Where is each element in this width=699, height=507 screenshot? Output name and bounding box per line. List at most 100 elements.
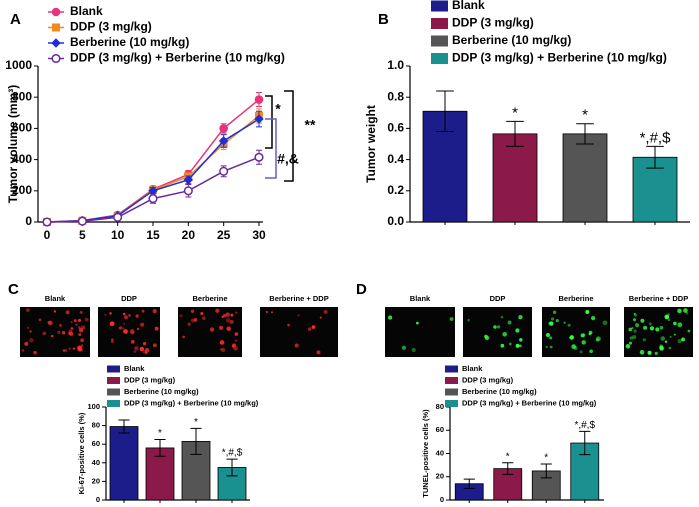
- legend-label: DDP (3 mg/kg) + Berberine (10 mg/kg): [70, 51, 285, 65]
- panel-label: C: [8, 281, 19, 298]
- y-tick-label: 800: [12, 89, 32, 103]
- legend-swatch: [107, 388, 120, 396]
- marker: [52, 23, 60, 32]
- legend-label: DDP (3 mg/kg) + Berberine (10 mg/kg): [124, 398, 259, 407]
- y-tick-label: 80: [436, 402, 444, 411]
- cell: [673, 333, 676, 336]
- cell: [47, 320, 51, 324]
- marker: [51, 38, 61, 48]
- cell: [631, 327, 634, 330]
- cell: [571, 344, 577, 350]
- cell: [550, 317, 555, 321]
- legend-label: DDP (3 mg/kg) + Berberine (10 mg/kg): [452, 51, 667, 65]
- cell: [629, 336, 633, 340]
- error-bar: [436, 90, 454, 133]
- cell: [493, 325, 497, 329]
- cell: [80, 344, 84, 347]
- cell: [75, 323, 78, 326]
- cell: [677, 322, 683, 328]
- cell: [77, 318, 81, 322]
- cell: [664, 340, 668, 343]
- legend-swatch: [431, 53, 448, 64]
- cell: [449, 317, 454, 321]
- legend-label: DDP (3 mg/kg): [452, 16, 534, 30]
- marker: [42, 217, 52, 227]
- legend-label: Berberine (10 mg/kg): [124, 387, 199, 396]
- cell: [230, 313, 234, 317]
- cell: [226, 326, 231, 331]
- cell: [110, 340, 114, 344]
- cell: [73, 319, 77, 323]
- micrograph-bg: [624, 307, 693, 357]
- cell: [681, 337, 686, 342]
- y-tick-label: 200: [12, 183, 32, 197]
- annotation: *,#,$: [574, 420, 595, 431]
- marker: [77, 216, 87, 226]
- cell: [515, 343, 520, 348]
- y-tick-label: 80: [92, 421, 100, 430]
- cell: [133, 350, 137, 353]
- cell: [61, 331, 66, 335]
- marker: [148, 194, 158, 204]
- y-tick-label: 600: [12, 121, 32, 135]
- y-tick-label: 60: [436, 425, 444, 434]
- x-tick-label: 20: [182, 228, 196, 242]
- cell: [72, 347, 76, 350]
- micrograph: [20, 307, 90, 357]
- cell: [141, 309, 145, 313]
- cell: [677, 339, 682, 344]
- annotation: *,#,$: [222, 448, 243, 459]
- cell: [79, 310, 83, 314]
- legend-swatch: [431, 35, 448, 47]
- cell: [633, 318, 637, 322]
- cell: [136, 327, 140, 330]
- cell: [62, 349, 65, 352]
- cell: [655, 327, 660, 332]
- cell: [152, 343, 157, 348]
- cell: [549, 345, 553, 349]
- cell: [77, 345, 82, 351]
- bar: [562, 133, 608, 223]
- cell: [401, 345, 407, 350]
- y-tick-label: 0: [96, 495, 100, 504]
- marker: [183, 186, 193, 196]
- cell: [234, 332, 239, 336]
- cell: [80, 338, 84, 343]
- cell: [225, 312, 230, 317]
- cell: [659, 325, 664, 330]
- cell: [78, 326, 81, 329]
- cell: [567, 323, 571, 327]
- cell: [552, 310, 557, 315]
- bar: [109, 426, 139, 501]
- cell: [123, 329, 128, 334]
- cell: [218, 325, 224, 331]
- image-label: Blank: [45, 294, 66, 303]
- cell: [221, 315, 224, 318]
- cell: [182, 335, 185, 339]
- marker: [113, 212, 123, 222]
- cell: [294, 343, 299, 348]
- cell: [416, 321, 419, 325]
- x-tick-label: 15: [146, 228, 160, 242]
- cell: [233, 345, 238, 351]
- y-tick-label: 0.0: [387, 214, 404, 228]
- y-tick-label: 1.0: [387, 58, 404, 72]
- cell: [229, 319, 234, 324]
- cell: [484, 335, 490, 341]
- error-bar: [502, 462, 514, 475]
- cell: [633, 329, 637, 333]
- image-label: Berberine + DDP: [269, 294, 328, 303]
- y-tick-label: 0.8: [387, 89, 404, 103]
- image-label: Blank: [410, 294, 431, 303]
- cell: [144, 348, 150, 353]
- error-bar: [579, 430, 591, 456]
- error-bar: [646, 145, 664, 169]
- cell: [209, 327, 215, 332]
- cell: [628, 341, 633, 345]
- cell: [648, 322, 652, 326]
- cell: [219, 340, 224, 345]
- micrograph: [463, 307, 532, 357]
- image-label: Berberine: [558, 294, 593, 303]
- legend-label: DDP (3 mg/kg): [70, 20, 152, 34]
- cell: [519, 338, 523, 342]
